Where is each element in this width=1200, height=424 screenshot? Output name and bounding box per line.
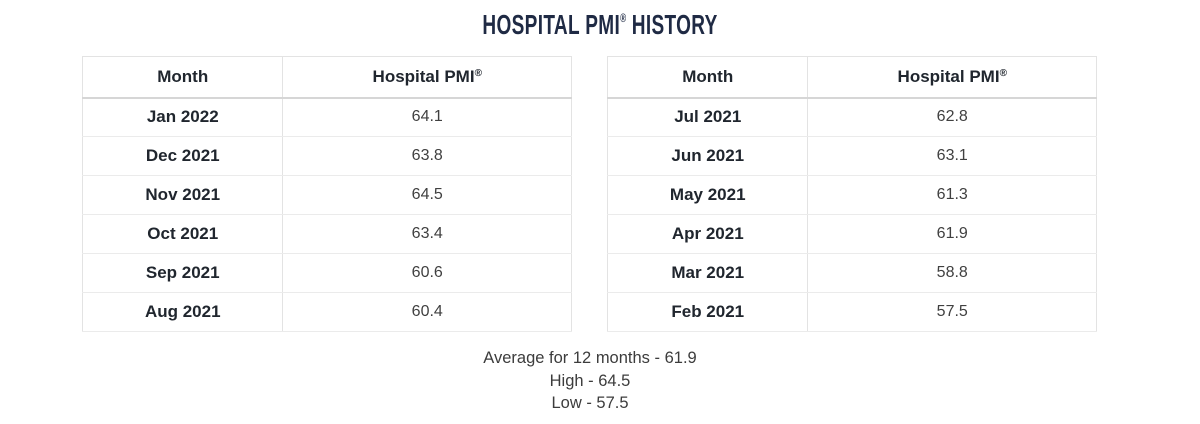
- pmi-value-cell: 64.1: [282, 97, 572, 137]
- month-cell: Dec 2021: [81, 136, 284, 176]
- pmi-header-text: Hospital PMI: [897, 66, 1000, 86]
- summary-high: High - 64.5: [549, 371, 631, 390]
- summary-low: Low - 57.5: [551, 394, 629, 412]
- pmi-table-right: Month Hospital PMI® Jul 2021 62.8 Jun 20…: [606, 56, 1097, 332]
- title-main: HOSPITAL PMI: [482, 9, 621, 40]
- table-row: May 2021 61.3: [606, 175, 1097, 215]
- pmi-header-text: Hospital PMI: [372, 66, 475, 86]
- month-cell: Nov 2021: [81, 175, 284, 215]
- pmi-value-cell: 63.8: [282, 136, 572, 176]
- table-row: Jan 2022 64.1: [81, 97, 572, 137]
- pmi-table-left: Month Hospital PMI® Jan 2022 64.1 Dec 20…: [81, 56, 572, 332]
- month-cell: Sep 2021: [81, 253, 284, 293]
- table-row: Mar 2021 58.8: [606, 253, 1097, 293]
- table-row: Oct 2021 63.4: [81, 214, 572, 254]
- month-cell: Mar 2021: [606, 253, 809, 293]
- summary-stats: Average for 12 months - 61.9 High - 64.5…: [0, 347, 1180, 415]
- month-cell: Aug 2021: [81, 292, 284, 332]
- table-row: Jul 2021 62.8: [606, 97, 1097, 137]
- month-column-header: Month: [606, 56, 809, 99]
- table-row: Aug 2021 60.4: [81, 292, 572, 332]
- pmi-value-cell: 63.1: [807, 136, 1097, 176]
- month-cell: Oct 2021: [81, 214, 284, 254]
- month-cell: Jun 2021: [606, 136, 809, 176]
- pmi-value-cell: 60.4: [282, 292, 572, 332]
- month-cell: Jul 2021: [606, 97, 809, 137]
- title-rest: HISTORY: [626, 9, 718, 40]
- month-cell: Apr 2021: [606, 214, 809, 254]
- pmi-value-cell: 57.5: [807, 292, 1097, 332]
- table-row: Jun 2021 63.1: [606, 136, 1097, 176]
- header-row: Month Hospital PMI®: [606, 56, 1097, 99]
- registered-trademark-symbol: ®: [620, 11, 627, 25]
- table-row: Dec 2021 63.8: [81, 136, 572, 176]
- month-column-header: Month: [81, 56, 284, 99]
- table-row: Sep 2021 60.6: [81, 253, 572, 293]
- month-cell: Jan 2022: [81, 97, 284, 137]
- month-cell: May 2021: [606, 175, 809, 215]
- pmi-column-header: Hospital PMI®: [282, 56, 572, 99]
- table-row: Feb 2021 57.5: [606, 292, 1097, 332]
- month-cell: Feb 2021: [606, 292, 809, 332]
- pmi-value-cell: 60.6: [282, 253, 572, 293]
- registered-trademark-symbol: ®: [999, 67, 1007, 79]
- summary-average: Average for 12 months - 61.9: [483, 349, 697, 367]
- registered-trademark-symbol: ®: [474, 67, 482, 79]
- table-row: Nov 2021 64.5: [81, 175, 572, 215]
- pmi-value-cell: 58.8: [807, 253, 1097, 293]
- pmi-tables-container: Month Hospital PMI® Jan 2022 64.1 Dec 20…: [81, 56, 1097, 332]
- table-row: Apr 2021 61.9: [606, 214, 1097, 254]
- pmi-value-cell: 64.5: [282, 175, 572, 215]
- page-title: HOSPITAL PMI® HISTORY: [0, 9, 1200, 46]
- pmi-value-cell: 63.4: [282, 214, 572, 254]
- pmi-column-header: Hospital PMI®: [807, 56, 1097, 99]
- pmi-value-cell: 62.8: [807, 97, 1097, 137]
- page-title-text: HOSPITAL PMI® HISTORY: [482, 9, 717, 46]
- pmi-value-cell: 61.9: [807, 214, 1097, 254]
- pmi-value-cell: 61.3: [807, 175, 1097, 215]
- header-row: Month Hospital PMI®: [81, 56, 572, 99]
